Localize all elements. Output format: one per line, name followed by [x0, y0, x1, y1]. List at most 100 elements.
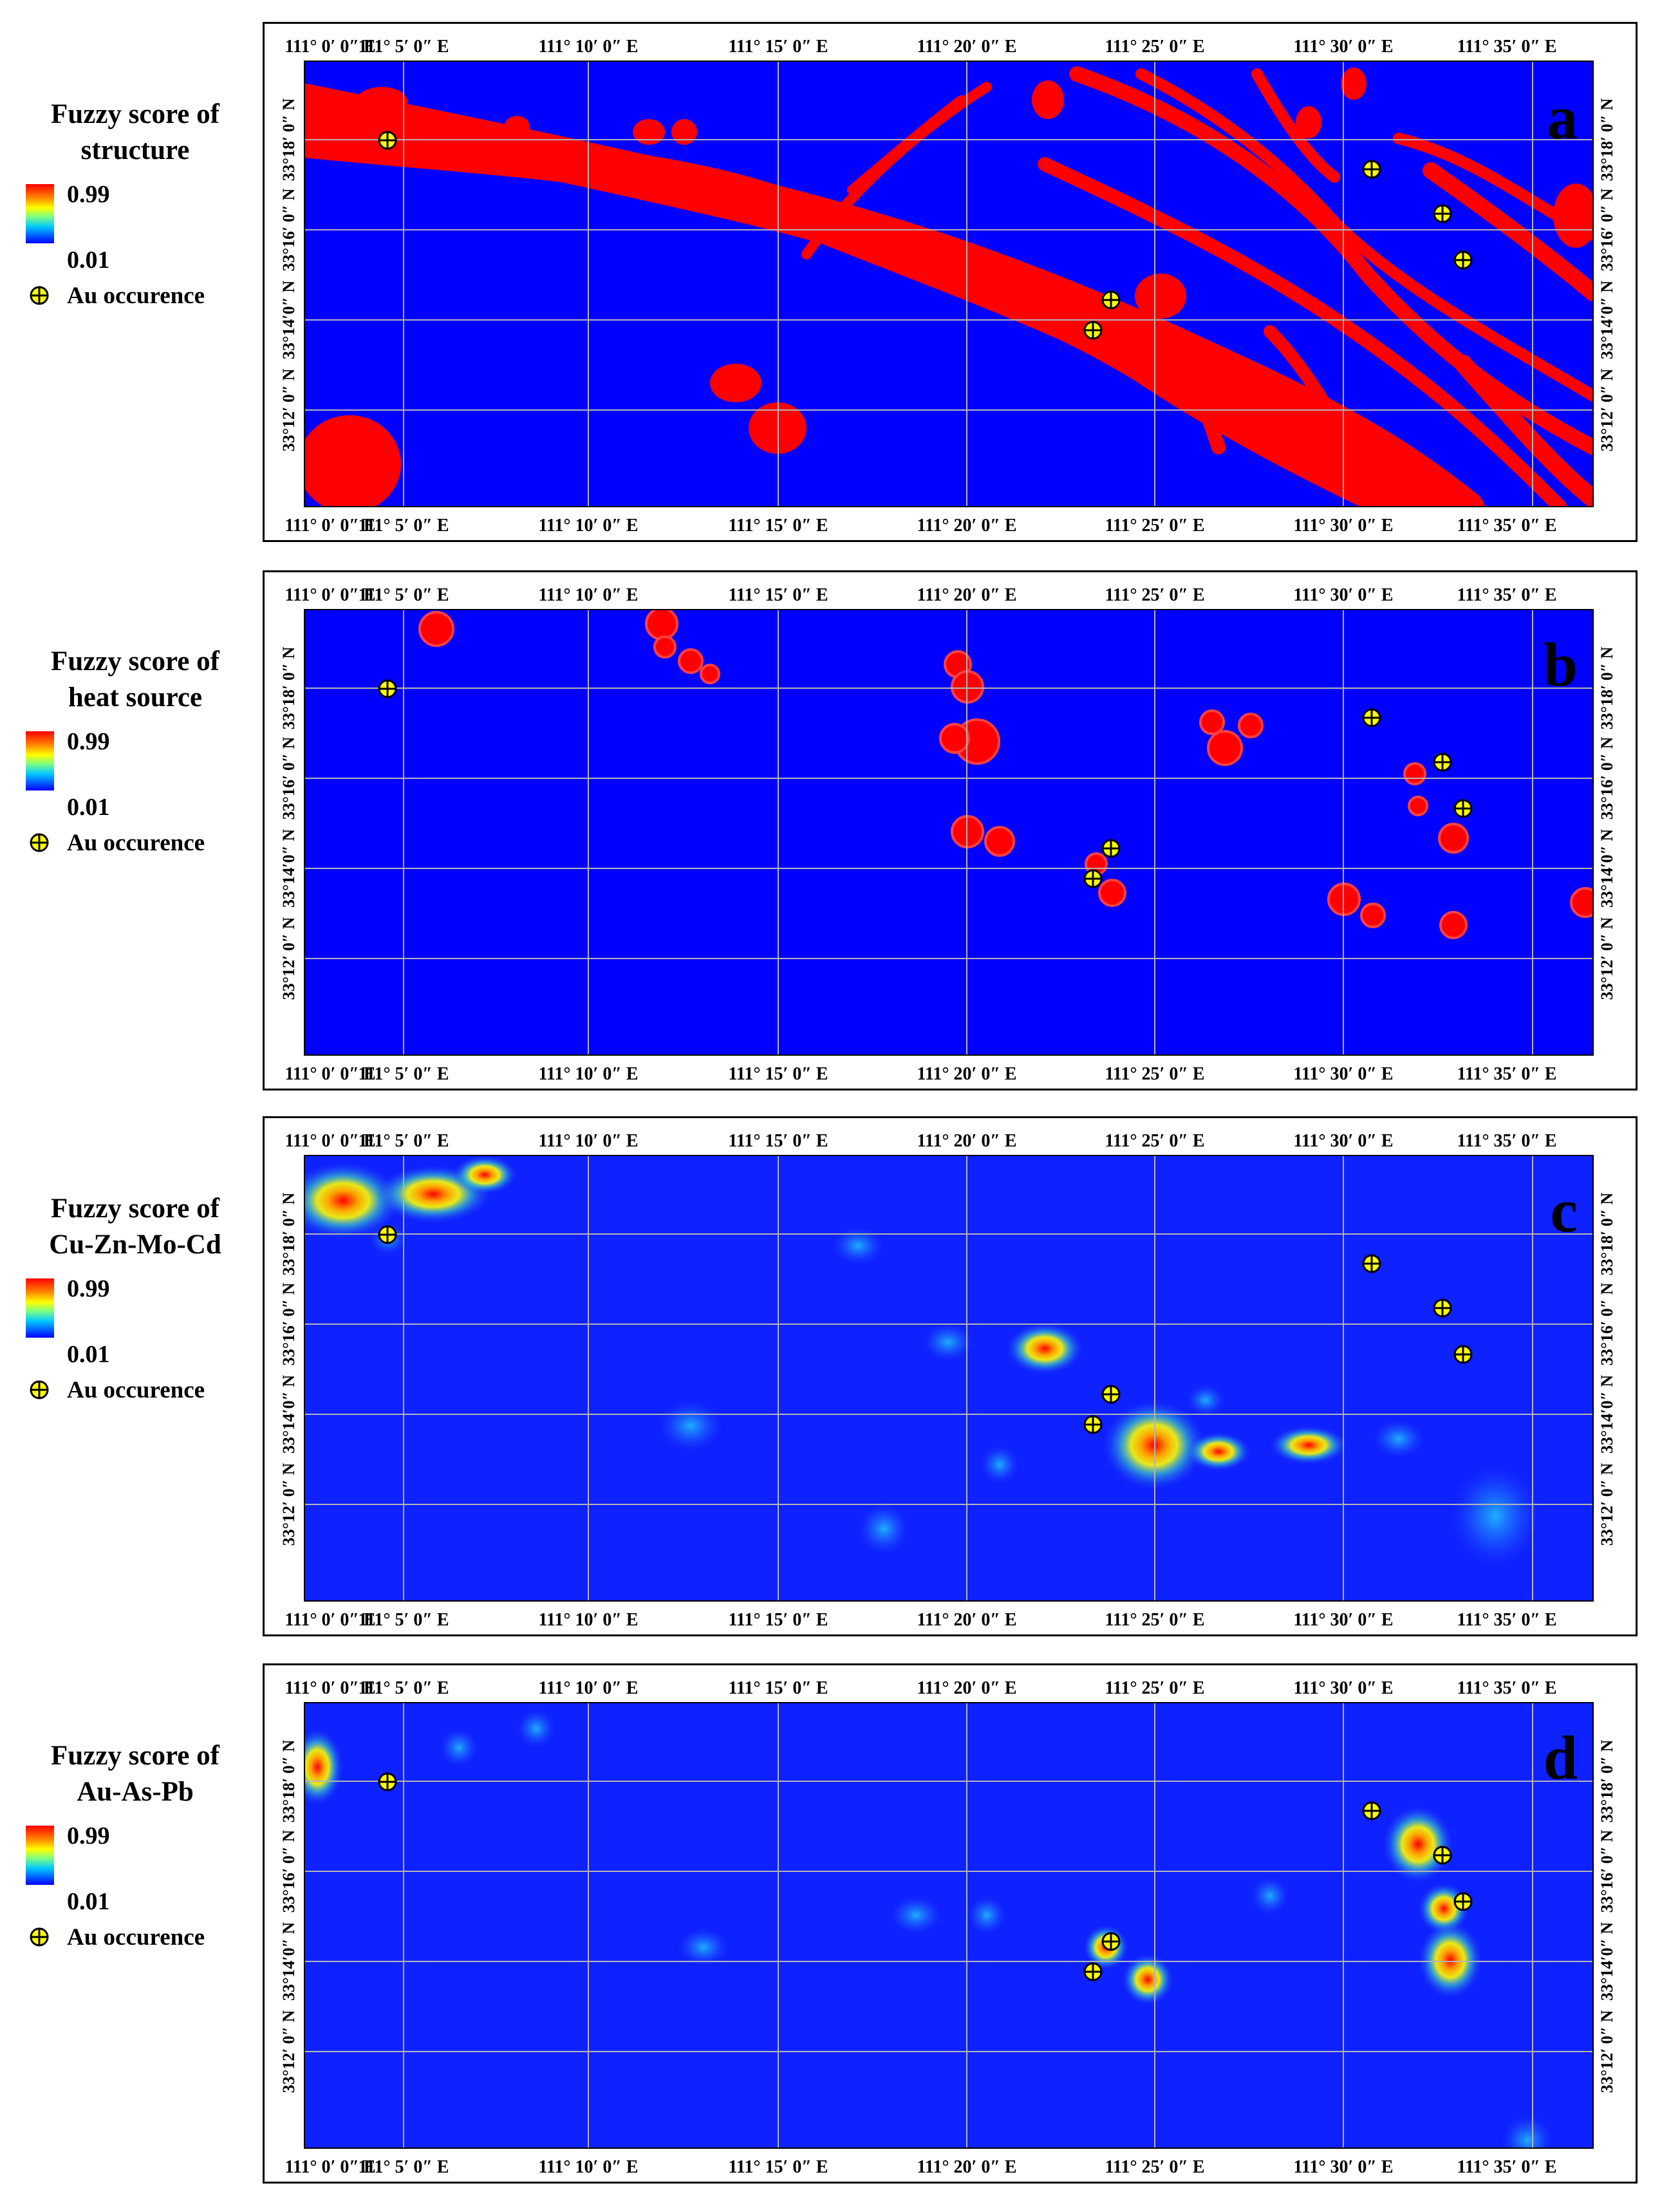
- lat-label-left: 33°14′0″ N: [279, 281, 298, 360]
- lat-label-left: 33°16′ 0″ N: [279, 736, 298, 819]
- lon-label-bottom: 111° 25′ 0″ E: [1105, 2157, 1204, 2177]
- structure-belt: [1038, 157, 1567, 507]
- lon-label-bottom: 111° 20′ 0″ E: [917, 516, 1016, 536]
- au-occurrence-icon: [30, 1380, 49, 1399]
- au-occurrences: [378, 1772, 1473, 1981]
- anomaly-halo: [1502, 2115, 1553, 2148]
- legend-max-label: 0.99: [67, 1275, 110, 1302]
- lat-label-left: 33°12′ 0″ N: [279, 2010, 298, 2093]
- background-tone: [304, 1155, 1593, 1601]
- legend-min-label: 0.01: [67, 794, 110, 821]
- lon-label-top: 111° 5′ 0″ E: [358, 1678, 449, 1698]
- au-occurrence-marker: [1433, 1298, 1452, 1318]
- au-occurrence-marker: [1083, 321, 1103, 340]
- lon-label-top: 111° 15′ 0″ E: [728, 1131, 828, 1151]
- structure-patch: [304, 415, 401, 507]
- legend-title-line1: Fuzzy score of: [51, 646, 219, 677]
- anomaly-halo: [832, 1226, 884, 1265]
- au-occurrence-marker: [1101, 1932, 1121, 1951]
- heat-source-patch: [1207, 730, 1243, 766]
- lon-label-top: 111° 20′ 0″ E: [917, 37, 1016, 57]
- lon-label-bottom: 111° 5′ 0″ E: [358, 1064, 449, 1084]
- legend-title: Fuzzy score of structure: [26, 97, 245, 169]
- au-occurrences: [378, 1225, 1473, 1434]
- legend-max-label: 0.99: [67, 1822, 110, 1849]
- lon-label-bottom: 111° 0′ 0″ E: [285, 1064, 375, 1084]
- lat-label-left: 33°14′0″ N: [279, 1375, 298, 1454]
- lon-label-bottom: 111° 5′ 0″ E: [358, 516, 449, 536]
- lon-label-top: 111° 30′ 0″ E: [1293, 1678, 1393, 1698]
- au-occurrence-icon: [30, 1927, 49, 1947]
- anomaly-hotspot: [1006, 1323, 1083, 1374]
- lon-label-bottom: 111° 15′ 0″ E: [728, 516, 828, 536]
- lon-label-bottom: 111° 20′ 0″ E: [917, 2157, 1016, 2177]
- heat-source-patch: [984, 826, 1015, 857]
- legend-title-line1: Fuzzy score of: [51, 1193, 219, 1224]
- au-occurrence-marker: [1453, 799, 1473, 818]
- structure-patch: [671, 119, 697, 145]
- structure-patch: [356, 87, 407, 116]
- lon-label-bottom: 111° 20′ 0″ E: [917, 1064, 1016, 1084]
- lon-label-top: 111° 25′ 0″ E: [1105, 1678, 1204, 1698]
- legend-a: Fuzzy score of structure 0.99 0.01 Au oc…: [0, 97, 251, 315]
- lat-label-right: 33°18′ 0″ N: [1598, 1192, 1616, 1275]
- structure-belt: [1423, 162, 1593, 301]
- au-occurrences: [378, 679, 1473, 888]
- panel-letter-a: a: [1547, 83, 1578, 152]
- heat-source-patch: [1360, 903, 1386, 928]
- structure-patch: [1341, 68, 1367, 100]
- structure-patch: [504, 116, 530, 138]
- lon-label-top: 111° 15′ 0″ E: [728, 37, 828, 57]
- heat-source-patch: [1570, 887, 1593, 918]
- legend-occurrence-label: Au occurence: [67, 1377, 205, 1403]
- structure-belt: [847, 95, 966, 194]
- lat-label-left: 33°18′ 0″ N: [279, 1739, 298, 1822]
- legend-title-line1: Fuzzy score of: [51, 1741, 219, 1771]
- lon-label-bottom: 111° 30′ 0″ E: [1293, 1610, 1393, 1630]
- anomaly-halo: [922, 1323, 974, 1361]
- lon-label-bottom: 111° 5′ 0″ E: [358, 1610, 449, 1630]
- heat-source-patch: [678, 648, 704, 674]
- lat-label-right: 33°18′ 0″ N: [1598, 1739, 1616, 1822]
- lon-label-top: 111° 0′ 0″ E: [285, 585, 375, 605]
- heat-source-patch: [700, 664, 720, 684]
- heat-source-patch: [939, 723, 970, 754]
- structure-patch: [710, 364, 761, 402]
- legend-d: Fuzzy score of Au-As-Pb 0.99 0.01 Au occ…: [0, 1738, 251, 1957]
- au-occurrence-icon: [30, 286, 49, 305]
- au-occurrence-marker: [1083, 869, 1103, 888]
- anomaly-halo: [440, 1728, 478, 1767]
- anomaly-halo: [1186, 1384, 1225, 1416]
- anomaly-hotspot: [304, 1162, 401, 1239]
- lon-label-top: 111° 30′ 0″ E: [1293, 1131, 1393, 1151]
- anomaly-hotspot: [304, 1728, 343, 1806]
- lon-label-bottom: 111° 20′ 0″ E: [917, 1610, 1016, 1630]
- legend-occurrence-label: Au occurence: [67, 1924, 205, 1951]
- lon-label-top: 111° 20′ 0″ E: [917, 1678, 1016, 1698]
- lat-label-right: 33°16′ 0″ N: [1598, 1282, 1616, 1365]
- heat-source-patch: [1199, 709, 1225, 735]
- lat-label-right: 33°18′ 0″ N: [1598, 98, 1616, 181]
- lon-label-bottom: 111° 30′ 0″ E: [1293, 516, 1393, 536]
- structure-belt: [866, 223, 1417, 507]
- lon-label-top: 111° 25′ 0″ E: [1105, 1131, 1204, 1151]
- lat-label-right: 33°14′0″ N: [1598, 1922, 1616, 2001]
- anomaly-halo: [967, 1896, 1006, 1934]
- lon-label-bottom: 111° 10′ 0″ E: [538, 1064, 638, 1084]
- anomaly-halo: [1450, 1464, 1540, 1567]
- anomaly-hotspot: [453, 1155, 517, 1194]
- lat-label-left: 33°18′ 0″ N: [279, 98, 298, 181]
- lat-label-left: 33°18′ 0″ N: [279, 646, 298, 729]
- lon-label-top: 111° 0′ 0″ E: [285, 37, 375, 57]
- anomaly-halo: [1251, 1876, 1289, 1915]
- au-as-pb-anomalies: [304, 1703, 1593, 2148]
- map-panel-b: 111° 0′ 0″ E 111° 0′ 0″ E 111° 5′ 0″ E 111°…: [263, 570, 1638, 1090]
- legend-occurrence-label: Au occurence: [67, 830, 205, 856]
- anomaly-hotspot: [1270, 1426, 1347, 1464]
- lon-label-top: 111° 5′ 0″ E: [358, 585, 449, 605]
- anomaly-hotspot: [1383, 1806, 1453, 1883]
- structure-zones: [304, 66, 1593, 507]
- au-occurrence-marker: [378, 679, 397, 698]
